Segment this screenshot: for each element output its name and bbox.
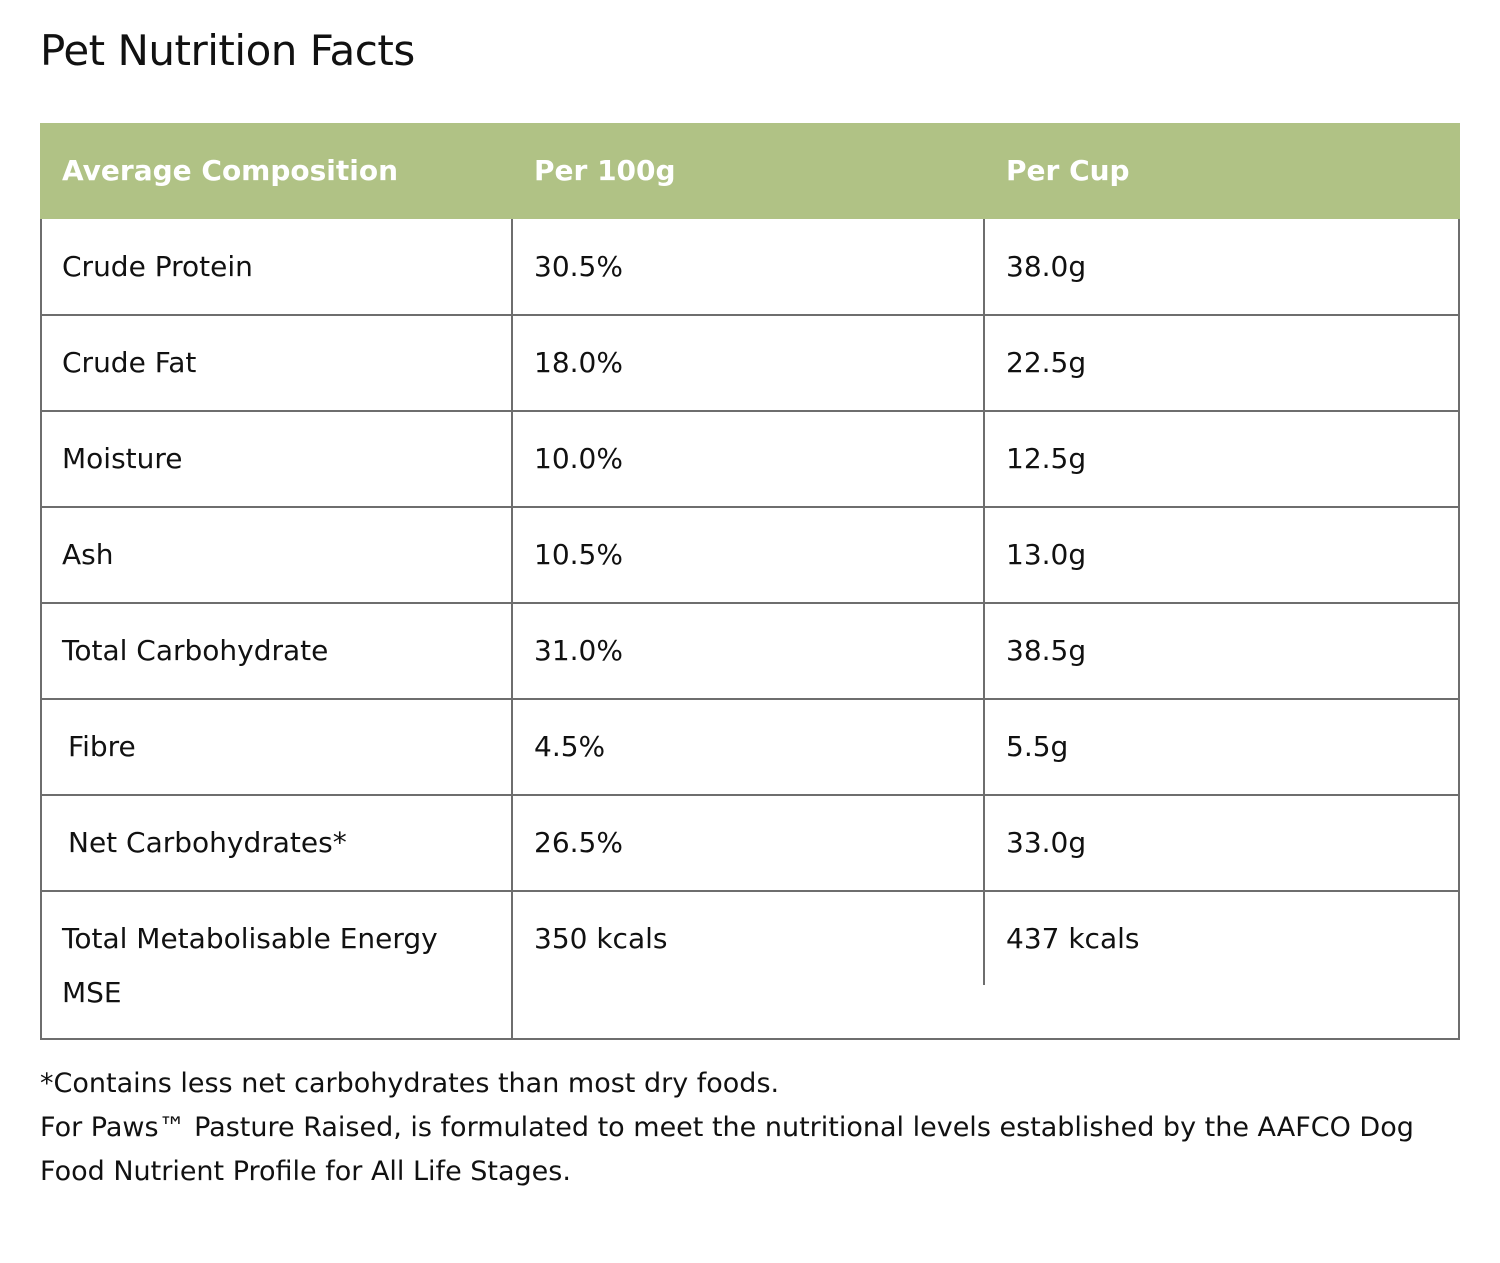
row-value: 30.5% <box>534 250 623 283</box>
row-divider <box>40 602 1460 604</box>
row-label: Fibre <box>68 730 136 763</box>
table-border <box>40 219 42 1040</box>
row-divider <box>40 794 1460 796</box>
row-label: Crude Protein <box>62 250 253 283</box>
row-value: 5.5g <box>1006 730 1069 763</box>
footnotes: *Contains less net carbohydrates than mo… <box>40 1062 1465 1194</box>
column-divider <box>983 219 985 985</box>
page-title: Pet Nutrition Facts <box>40 26 415 75</box>
column-divider <box>511 219 513 1040</box>
row-divider <box>40 890 1460 892</box>
row-divider <box>40 506 1460 508</box>
row-value: 33.0g <box>1006 826 1087 859</box>
header-cell: Per 100g <box>534 154 676 187</box>
row-label: Total Metabolisable Energy MSE <box>62 922 438 1009</box>
footnote: *Contains less net carbohydrates than mo… <box>40 1068 780 1099</box>
row-label: Total Carbohydrate <box>62 634 329 667</box>
row-value: 13.0g <box>1006 538 1087 571</box>
row-value: 38.5g <box>1006 634 1087 667</box>
row-divider <box>40 314 1460 316</box>
row-value: 38.0g <box>1006 250 1087 283</box>
row-value: 18.0% <box>534 346 623 379</box>
table-border <box>40 1038 1460 1040</box>
header-background <box>40 123 1460 219</box>
row-divider <box>40 410 1460 412</box>
row-value: 26.5% <box>534 826 623 859</box>
row-label: Ash <box>62 538 114 571</box>
row-label: Moisture <box>62 442 183 475</box>
row-value: 4.5% <box>534 730 606 763</box>
row-value: 10.0% <box>534 442 623 475</box>
row-divider <box>40 698 1460 700</box>
row-label: Net Carbohydrates* <box>68 826 347 859</box>
nutrition-table: Average Composition Per 100g Per Cup Crude … <box>40 123 1460 1040</box>
header-cell: Average Composition <box>62 154 399 187</box>
row-label: Crude Fat <box>62 346 197 379</box>
row-value: 350 kcals <box>534 922 668 955</box>
row-value: 12.5g <box>1006 442 1087 475</box>
header-cell: Per Cup <box>1006 154 1130 187</box>
row-value: 31.0% <box>534 634 623 667</box>
footnote: For Paws™ Pasture Raised, is formulated … <box>40 1112 1414 1187</box>
row-value: 10.5% <box>534 538 623 571</box>
row-value: 22.5g <box>1006 346 1087 379</box>
row-value: 437 kcals <box>1006 922 1140 955</box>
table-border <box>1458 219 1460 1040</box>
